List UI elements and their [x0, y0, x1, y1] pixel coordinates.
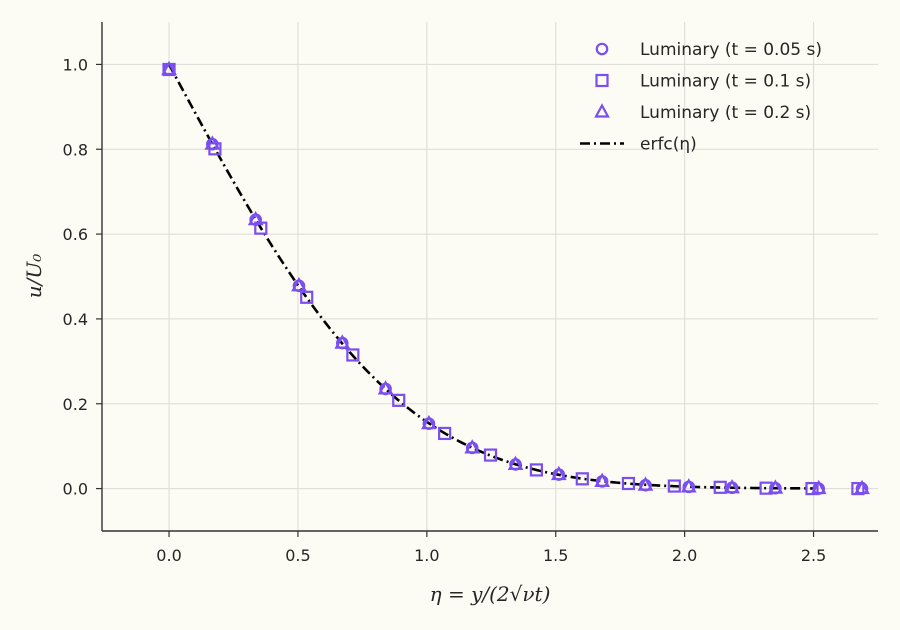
x-tick-label: 1.5	[543, 546, 568, 565]
legend-label: Luminary (t = 0.1 s)	[640, 72, 811, 92]
y-tick-label: 0.0	[63, 480, 88, 499]
data-point	[713, 480, 727, 494]
data-point	[667, 479, 681, 493]
y-tick-label: 0.4	[63, 310, 88, 329]
data-point	[810, 479, 827, 495]
y-tick-label: 0.2	[63, 395, 88, 414]
data-point	[724, 478, 740, 494]
data-point	[334, 334, 351, 349]
y-tick-label: 1.0	[63, 55, 88, 74]
erfc-curve	[167, 63, 814, 490]
legend-marker-square	[595, 73, 609, 88]
data-point	[300, 290, 314, 304]
data-markers	[161, 60, 870, 496]
data-point	[854, 479, 870, 495]
data-point	[204, 135, 221, 150]
x-tick-label: 2.0	[672, 546, 697, 565]
y-axis-label: u/U₀	[22, 254, 46, 299]
data-point	[377, 380, 394, 395]
legend-label: erfc(η)	[640, 135, 697, 155]
data-point	[483, 448, 498, 462]
grid-lines	[102, 22, 878, 531]
data-point	[438, 426, 452, 441]
series-triangle	[161, 60, 870, 495]
data-point	[161, 60, 177, 76]
tick-labels: 0.0 0.5 1.0 1.5 2.0 2.5 0.0 0.2 0.4 0.6 0.8 1.0	[63, 55, 827, 565]
legend: Luminary (t = 0.05 s) Luminary (t = 0.1 s…	[580, 40, 822, 155]
legend-marker-triangle	[594, 103, 610, 118]
x-tick-label: 2.5	[801, 546, 826, 565]
reference-curve-layer	[167, 63, 814, 490]
data-point	[421, 414, 437, 430]
axes	[96, 22, 878, 537]
data-point	[621, 476, 636, 491]
x-tick-label: 0.5	[285, 546, 310, 565]
y-tick-label: 0.6	[63, 225, 88, 244]
series-circle	[162, 63, 869, 495]
data-point	[464, 439, 481, 454]
data-point	[575, 472, 589, 486]
data-point	[594, 472, 610, 487]
data-point	[637, 476, 654, 491]
x-tick-label: 1.0	[414, 546, 439, 565]
legend-marker-circle	[595, 42, 609, 56]
data-point	[767, 479, 784, 494]
data-point	[392, 393, 406, 407]
data-point	[247, 210, 264, 226]
data-point	[550, 465, 567, 481]
y-tick-label: 0.8	[63, 140, 88, 159]
data-point	[529, 463, 544, 477]
data-point	[291, 277, 307, 292]
data-point	[680, 478, 697, 493]
data-point	[507, 455, 524, 471]
data-point	[346, 348, 360, 362]
x-tick-label: 0.0	[156, 546, 181, 565]
x-axis-label: η = y/(2√νt)	[430, 582, 551, 606]
series-square	[162, 62, 865, 496]
legend-label: Luminary (t = 0.05 s)	[640, 40, 822, 60]
legend-label: Luminary (t = 0.2 s)	[640, 103, 811, 123]
